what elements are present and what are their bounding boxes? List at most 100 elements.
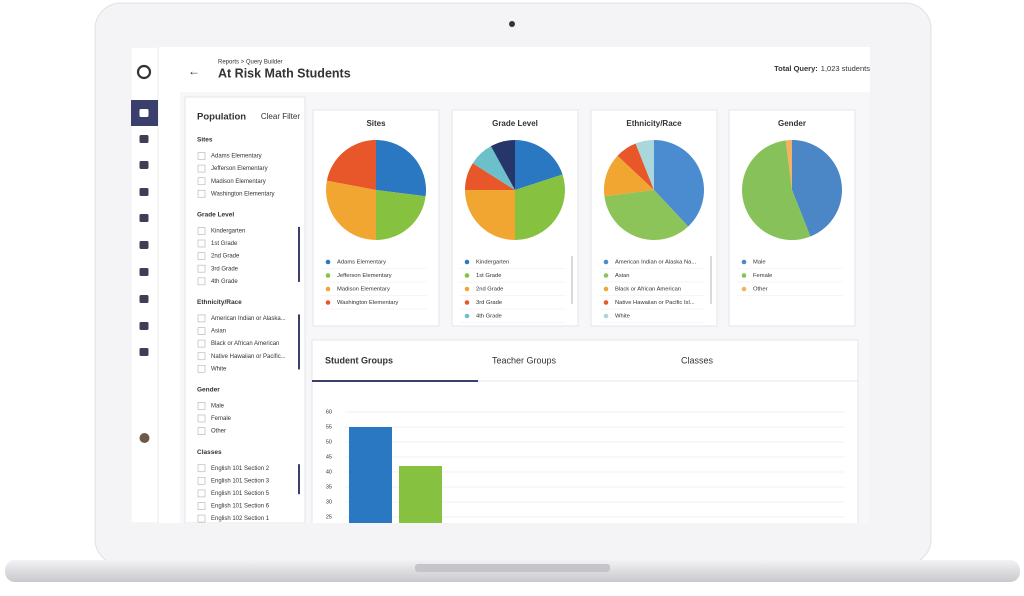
pie-slice [326,140,376,190]
pie-slice [654,140,704,227]
chart-title: Ethnicity/Race [626,119,682,128]
nav-icon[interactable] [139,241,149,249]
legend-swatch [464,313,470,319]
checkbox[interactable] [197,502,206,510]
nav-icon[interactable] [139,161,149,169]
legend-label: Other [753,287,768,293]
legend-label: Female [753,273,772,279]
legend-swatch [325,259,331,265]
checkbox[interactable] [197,464,206,473]
legend-label: Jefferson Elementary [337,273,392,279]
filter-section-title: Ethnicity/Race [197,299,242,306]
legend-label: Asian [615,273,630,279]
legend-swatch [464,259,470,265]
checkbox[interactable] [197,489,206,498]
checkbox[interactable] [197,402,206,410]
camera [509,21,515,27]
nav-icon[interactable] [139,322,149,330]
checkbox[interactable] [197,414,206,423]
nav-icon[interactable] [139,135,149,143]
legend-swatch [464,286,470,292]
nav-icon[interactable] [139,188,149,196]
pie-slice [490,140,515,190]
filter-option: White [211,366,227,372]
legend-label: Washington Elementary [337,300,398,306]
filter-option: 2nd Grade [211,254,240,260]
filter-option: Madison Elementary [211,179,266,185]
checkbox[interactable] [197,514,206,523]
total-query: Total Query: 1,023 students [774,64,870,73]
clear-filter[interactable]: Clear Filter [261,112,300,121]
filter-option: Asian [211,329,226,335]
pie-slice [326,180,376,240]
checkbox[interactable] [197,364,206,373]
nav-icon[interactable] [139,214,149,222]
legend-label: Kindergarten [476,260,509,266]
checkbox[interactable] [197,427,206,435]
checkbox[interactable] [197,352,206,361]
nav-icon[interactable] [139,348,149,356]
filter-option: English 101 Section 6 [211,504,270,510]
filter-option: Jefferson Elementary [211,166,268,172]
legend-label: Native Hawaiian or Pacific Isl... [615,300,695,306]
nav-icon[interactable] [139,268,149,276]
y-tick-label: 25 [326,514,332,520]
pie-slice [465,163,515,190]
pie-slice [604,190,689,240]
legend-swatch [325,286,331,292]
checkbox[interactable] [197,239,206,248]
legend-swatch [464,273,470,278]
tab[interactable]: Classes [681,355,714,365]
checkbox[interactable] [197,327,206,335]
pie-slice [635,140,654,190]
back-arrow[interactable]: ← [188,64,200,78]
tab-panel [311,339,859,523]
nav-icon[interactable] [139,295,149,303]
checkbox[interactable] [197,177,206,186]
y-tick-label: 55 [326,424,332,430]
filter-option: 4th Grade [211,279,238,285]
filter-option: Male [211,403,225,409]
tab[interactable]: Student Groups [325,355,393,365]
avatar[interactable] [139,433,150,443]
filter-option: English 101 Section 3 [211,478,270,484]
filter-option: English 101 Section 2 [211,466,270,472]
checkbox[interactable] [197,339,206,348]
checkbox[interactable] [197,314,206,323]
y-tick-label: 60 [326,409,332,415]
filter-option: American Indian or Alaska... [211,316,286,322]
checkbox[interactable] [197,164,206,173]
bar [399,466,442,523]
tab[interactable]: Teacher Groups [492,355,557,365]
pie-slice [472,146,515,190]
checkbox[interactable] [197,252,206,260]
checkbox[interactable] [197,227,206,235]
pie-slice [785,140,792,190]
legend-swatch [741,259,747,265]
legend-label: Adams Elementary [337,260,386,266]
checkbox[interactable] [197,277,206,286]
checkbox[interactable] [197,189,206,198]
filter-section-title: Gender [197,387,220,394]
checkbox[interactable] [197,152,206,160]
breadcrumb: Reports > Query Builder [218,60,283,66]
filter-option: Female [211,416,232,422]
legend-label: Madison Elementary [337,287,390,293]
total-value: 1,023 students [821,64,870,73]
legend-swatch [741,286,747,292]
screen: ← Reports > Query Builder At Risk Math S… [131,47,870,523]
filter-section-title: Grade Level [197,212,234,219]
total-label: Total Query: [774,64,818,73]
pie-slice [617,143,654,190]
legend-label: American Indian or Alaska Na... [615,260,697,266]
filter-option: Black or African American [211,341,279,347]
pie-slice [465,190,515,240]
filter-option: English 101 Section 5 [211,491,270,497]
chart-title: Grade Level [492,119,538,128]
checkbox[interactable] [197,264,206,273]
chart-title: Sites [366,119,386,128]
checkbox[interactable] [197,476,206,485]
pie-slice [792,140,842,237]
legend-label: 2nd Grade [476,287,503,293]
nav-icon[interactable] [139,109,149,117]
